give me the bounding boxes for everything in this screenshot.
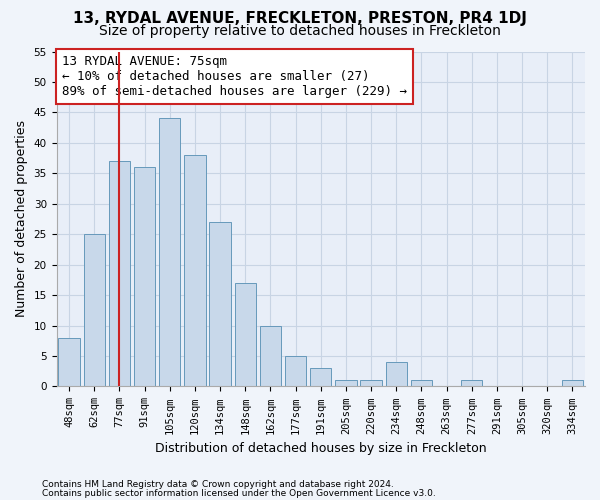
Bar bbox=[58, 338, 80, 386]
Y-axis label: Number of detached properties: Number of detached properties bbox=[15, 120, 28, 318]
Bar bbox=[235, 283, 256, 387]
Bar bbox=[134, 167, 155, 386]
Bar bbox=[310, 368, 331, 386]
X-axis label: Distribution of detached houses by size in Freckleton: Distribution of detached houses by size … bbox=[155, 442, 487, 455]
Bar bbox=[411, 380, 432, 386]
Bar bbox=[83, 234, 105, 386]
Text: 13, RYDAL AVENUE, FRECKLETON, PRESTON, PR4 1DJ: 13, RYDAL AVENUE, FRECKLETON, PRESTON, P… bbox=[73, 11, 527, 26]
Text: Contains public sector information licensed under the Open Government Licence v3: Contains public sector information licen… bbox=[42, 488, 436, 498]
Bar bbox=[285, 356, 306, 386]
Bar bbox=[386, 362, 407, 386]
Bar bbox=[209, 222, 231, 386]
Text: Size of property relative to detached houses in Freckleton: Size of property relative to detached ho… bbox=[99, 24, 501, 38]
Bar bbox=[159, 118, 181, 386]
Bar bbox=[260, 326, 281, 386]
Bar bbox=[184, 155, 206, 386]
Bar bbox=[461, 380, 482, 386]
Bar bbox=[361, 380, 382, 386]
Bar bbox=[335, 380, 356, 386]
Bar bbox=[109, 161, 130, 386]
Bar bbox=[562, 380, 583, 386]
Text: 13 RYDAL AVENUE: 75sqm
← 10% of detached houses are smaller (27)
89% of semi-det: 13 RYDAL AVENUE: 75sqm ← 10% of detached… bbox=[62, 55, 407, 98]
Text: Contains HM Land Registry data © Crown copyright and database right 2024.: Contains HM Land Registry data © Crown c… bbox=[42, 480, 394, 489]
